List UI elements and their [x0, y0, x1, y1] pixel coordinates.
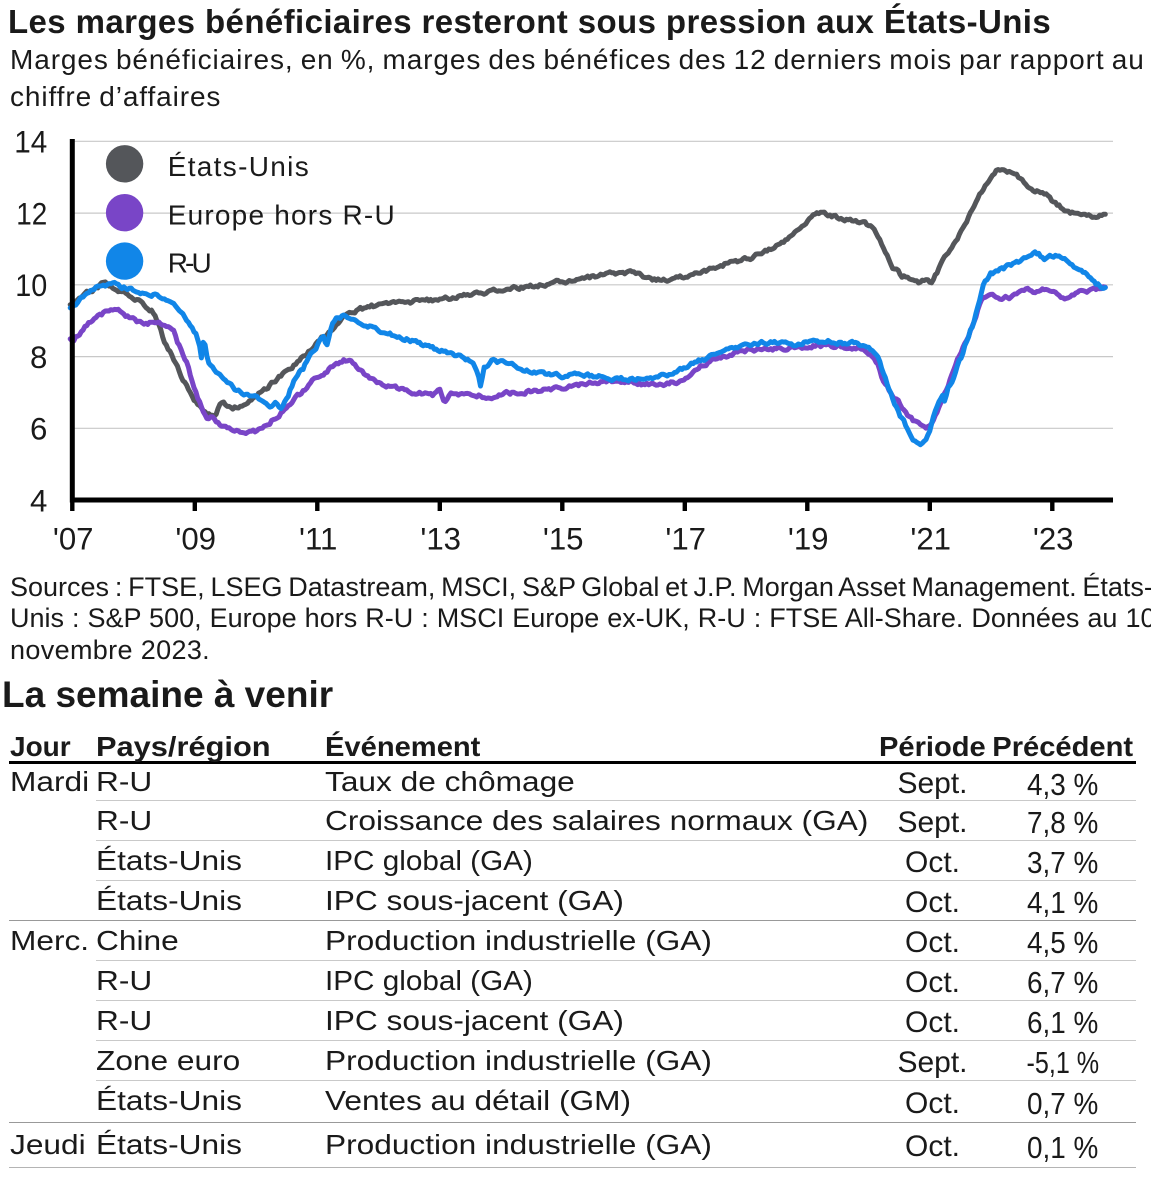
svg-text:R-U: R-U — [168, 247, 212, 278]
svg-text:'07: '07 — [53, 522, 94, 557]
svg-text:'21: '21 — [910, 522, 951, 557]
svg-text:'19: '19 — [788, 522, 829, 557]
svg-text:10: 10 — [15, 268, 47, 303]
svg-text:12: 12 — [16, 196, 47, 231]
svg-text:'17: '17 — [665, 522, 706, 557]
svg-text:6: 6 — [30, 412, 47, 447]
svg-text:4: 4 — [30, 483, 47, 518]
svg-text:'13: '13 — [420, 522, 461, 557]
svg-text:14: 14 — [14, 125, 47, 160]
svg-text:États-Unis: États-Unis — [168, 151, 309, 182]
svg-text:'11: '11 — [299, 522, 337, 557]
svg-text:'09: '09 — [175, 522, 216, 557]
svg-text:8: 8 — [30, 340, 47, 375]
svg-text:'15: '15 — [543, 522, 584, 557]
svg-text:'23: '23 — [1033, 522, 1074, 557]
svg-text:Europe hors R-U: Europe hors R-U — [168, 200, 395, 231]
